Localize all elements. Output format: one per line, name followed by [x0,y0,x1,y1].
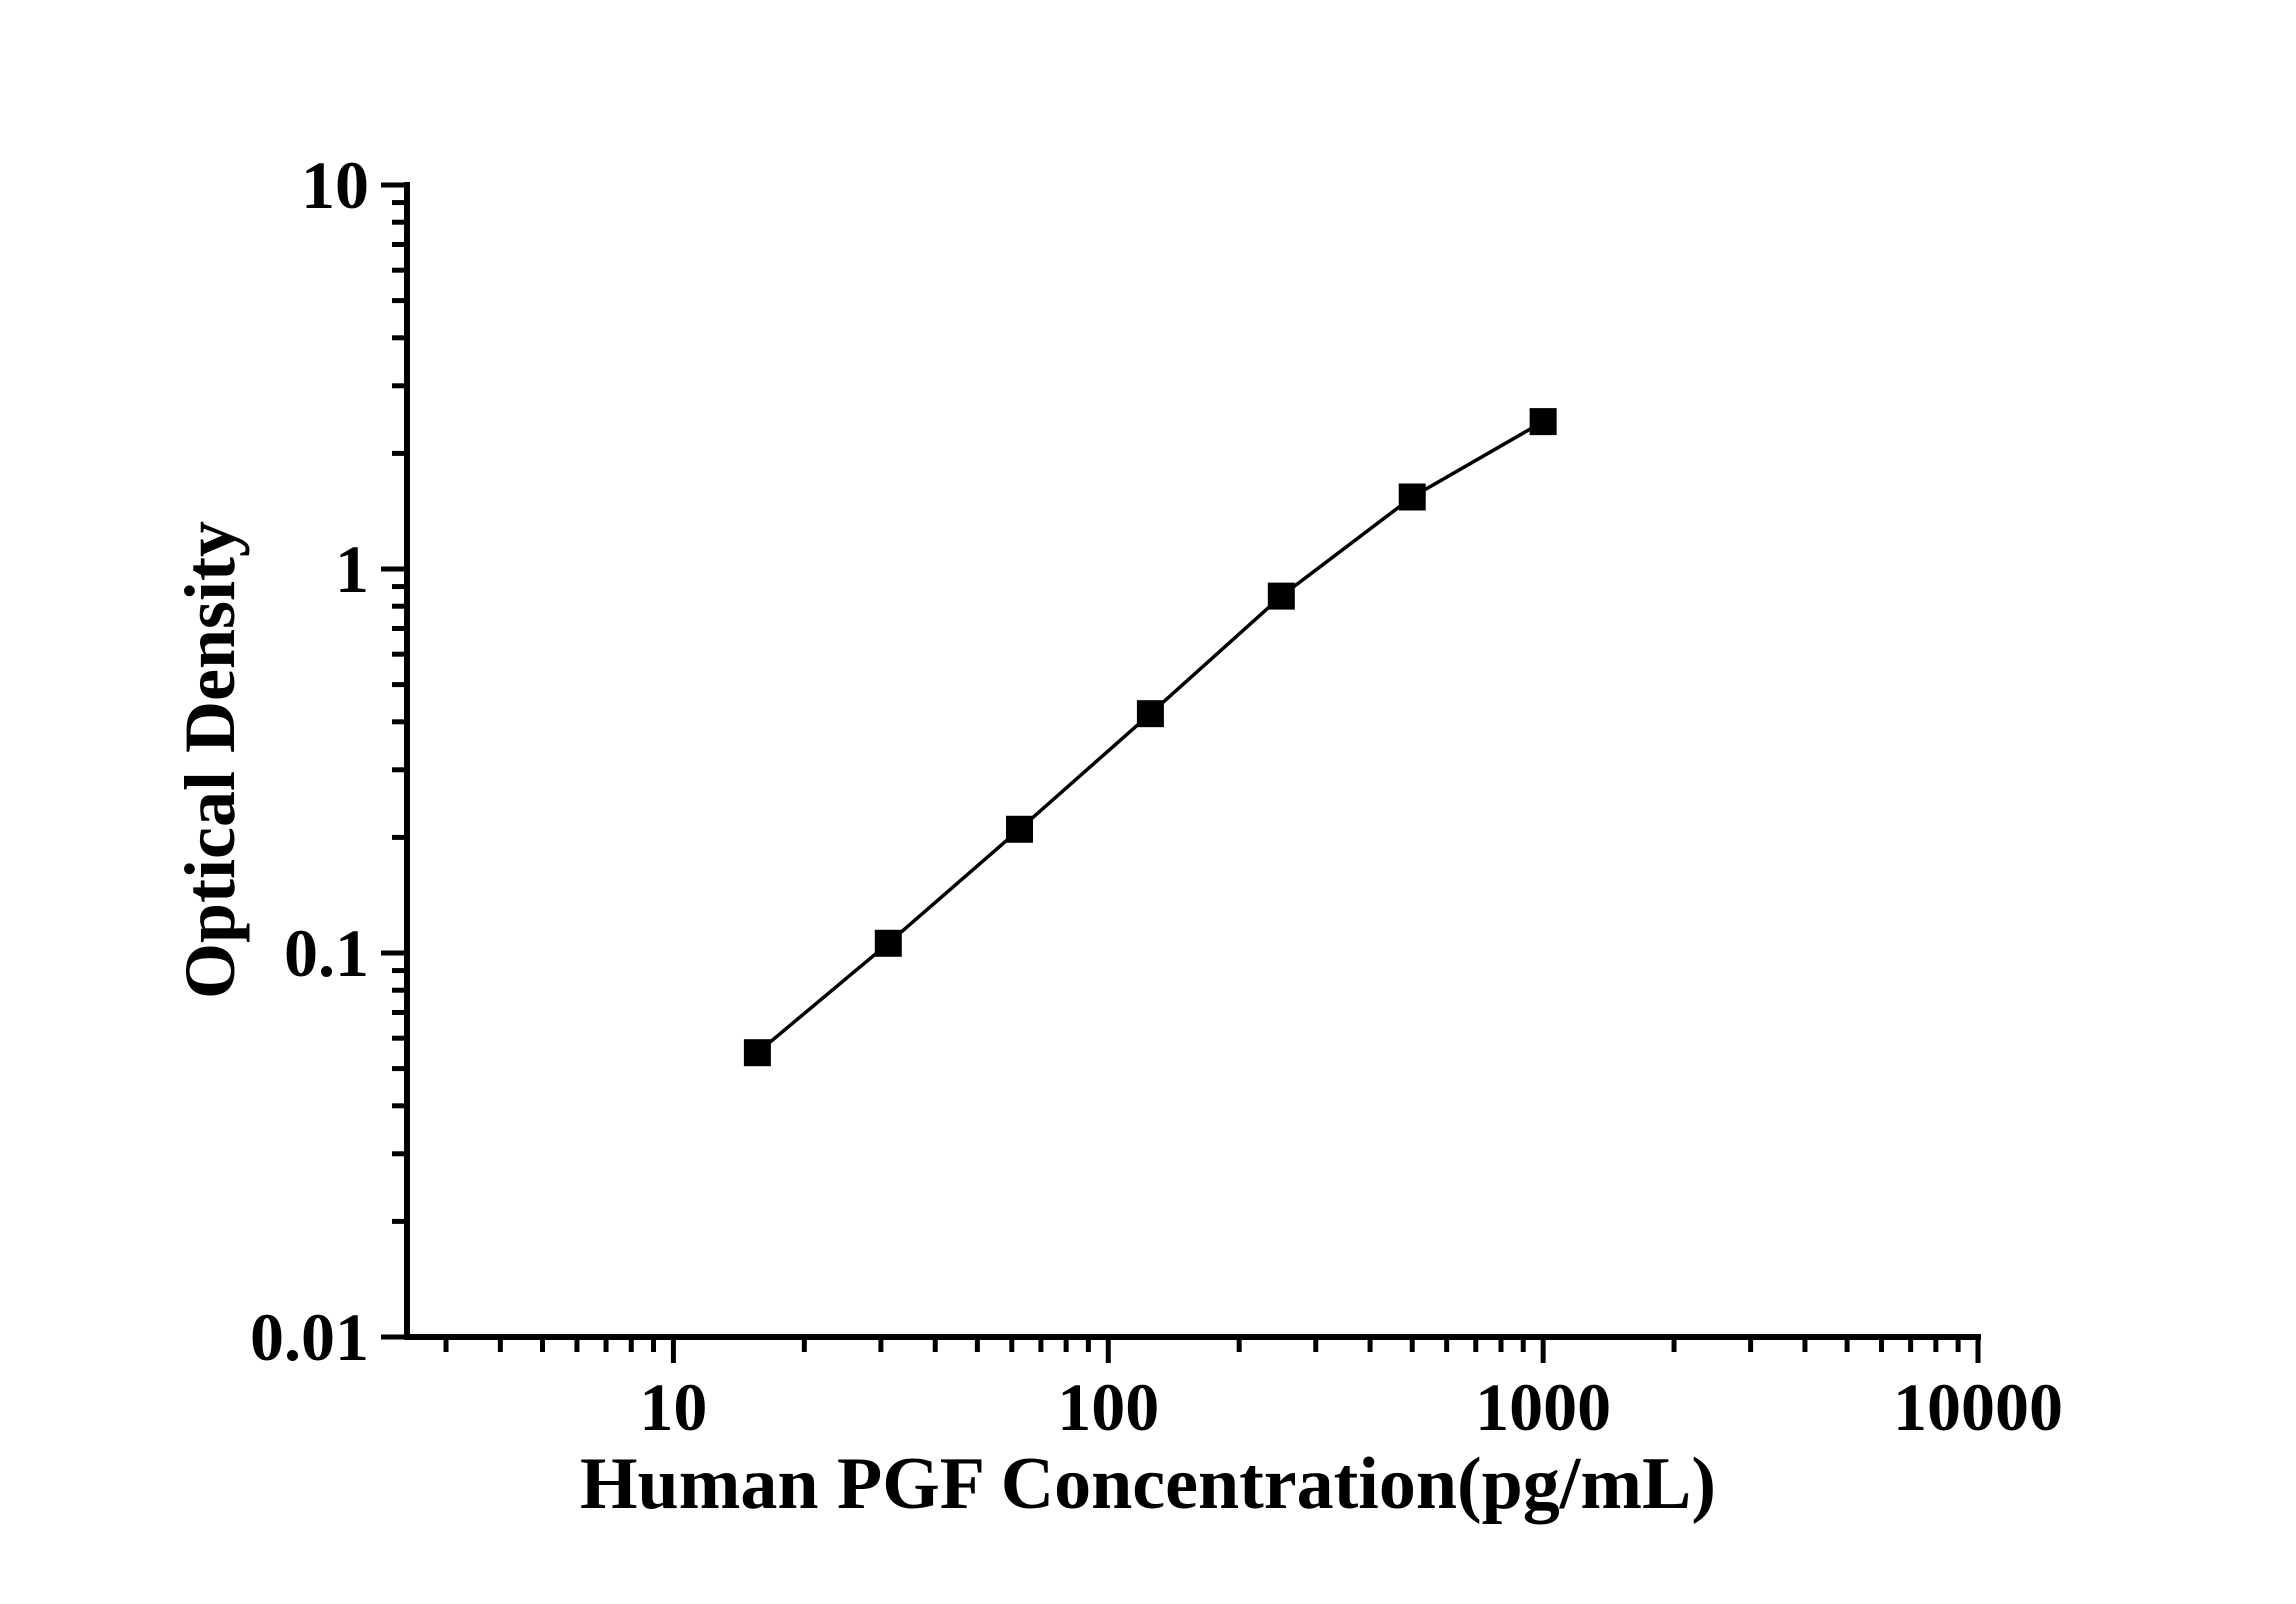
data-point-marker [743,1039,771,1067]
data-point-marker [1398,483,1426,511]
data-point-marker [874,929,902,957]
y-tick-label: 10 [301,147,369,223]
axis-ticks [381,182,1981,1363]
y-tick-label: 1 [335,531,369,607]
x-tick-label: 10000 [1893,1369,2063,1445]
axes [404,182,1981,1340]
x-tick-label: 100 [1057,1369,1159,1445]
data-point-marker [1267,582,1295,610]
y-axis-title: Optical Density [170,521,250,999]
data-point-marker [1529,408,1557,436]
x-tick-label: 10 [639,1369,707,1445]
x-axis-title: Human PGF Concentration(pg/mL) [579,1443,1716,1525]
data-point-marker [1136,700,1164,728]
series-line [756,420,1545,1055]
y-tick-label: 0.1 [284,915,369,991]
x-tick-label: 1000 [1475,1369,1611,1445]
data-series-standard-curve [743,408,1557,1067]
data-point-marker [1006,815,1034,843]
tick-labels: 10 100 1000 10000 0.01 0.1 1 10 [250,147,2063,1445]
y-tick-label: 0.01 [250,1299,369,1375]
